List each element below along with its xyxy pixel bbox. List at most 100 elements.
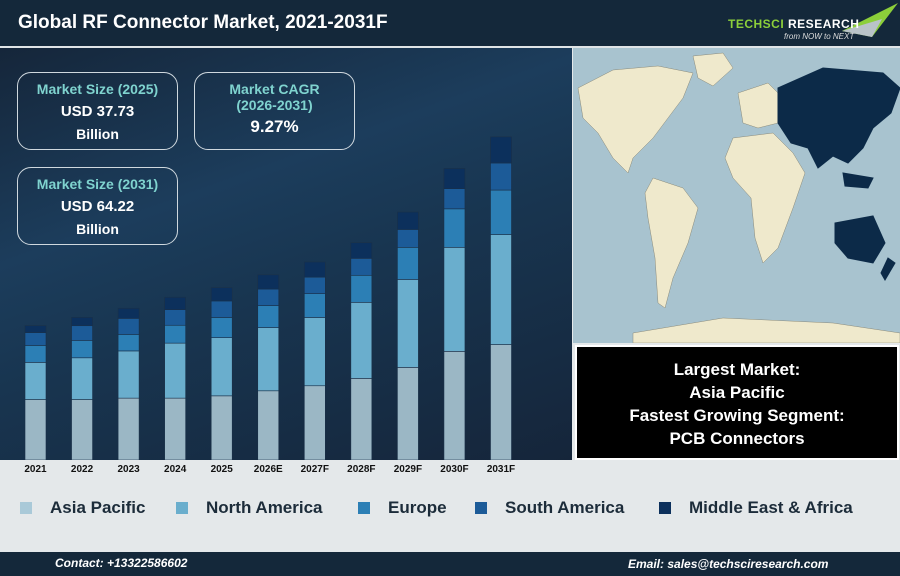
bar-segment-middle-east-africa-2029F	[397, 211, 419, 230]
bar-segment-middle-east-africa-2025	[210, 287, 233, 302]
bar-segment-north-america-2023	[117, 350, 140, 399]
bar-segment-middle-east-africa-2030F	[443, 168, 466, 189]
bar-segment-south-america-2028F	[350, 258, 373, 276]
bar-segment-europe-2029F	[397, 247, 419, 280]
antarctica	[632, 317, 900, 344]
greenland	[692, 52, 734, 87]
bar-segment-south-america-2029F	[397, 229, 419, 248]
bar-segment-asia-pacific-2030F	[443, 351, 466, 461]
x-tick-label: 2026E	[254, 464, 283, 475]
bar-segment-europe-2023	[117, 334, 140, 352]
stacked-bar-chart: 2021 2022 2023 2024 2025 2026E 2027F 2028F 2029F…	[24, 136, 515, 475]
bar-segment-europe-2031F	[490, 189, 512, 235]
bar-segment-south-america-2030F	[443, 188, 466, 210]
x-tick-label: 2023	[117, 464, 140, 475]
chart-legend: Asia Pacific North America Europe South …	[0, 498, 900, 524]
bar-segment-middle-east-africa-2023	[117, 307, 140, 319]
legend-item-europe: Europe	[358, 498, 447, 518]
kpi-value: USD 64.22	[60, 198, 135, 215]
kpi-market-size-2031: Market Size (2031) USD 64.22 Billion	[17, 167, 178, 245]
bar-segment-europe-2024	[164, 324, 186, 344]
contact-phone: Contact: +13322586602	[55, 556, 188, 570]
fastest-segment-label: Fastest Growing Segment:	[629, 406, 845, 425]
bar-segment-asia-pacific-2024	[164, 397, 186, 461]
x-tick-label: 2022	[71, 464, 94, 475]
x-axis	[0, 460, 572, 462]
bar-segment-north-america-2030F	[443, 247, 466, 352]
bar-segment-asia-pacific-2025	[210, 395, 233, 461]
bar-segment-europe-2026E	[257, 305, 280, 328]
legend-swatch	[475, 502, 487, 514]
bar-segment-south-america-2022	[71, 325, 93, 341]
bar-segment-north-america-2024	[164, 342, 186, 399]
legend-item-asia-pacific: Asia Pacific	[20, 498, 145, 518]
north-america	[577, 65, 694, 174]
x-tick-label: 2028F	[347, 464, 375, 475]
bar-segment-europe-2027F	[303, 293, 326, 318]
bar-segment-north-america-2025	[210, 337, 233, 397]
legend-swatch	[176, 502, 188, 514]
bar-segment-north-america-2029F	[397, 279, 419, 368]
bar-segment-south-america-2024	[164, 309, 186, 326]
bar-segment-north-america-2026E	[257, 327, 280, 392]
largest-market-value: Asia Pacific	[689, 383, 785, 402]
bar-segment-europe-2025	[210, 317, 233, 338]
x-tick-label: 2031F	[487, 464, 515, 475]
map-land	[577, 52, 900, 344]
header: Global RF Connector Market, 2021-2031F T…	[0, 0, 900, 48]
bar-segment-europe-2030F	[443, 208, 466, 248]
kpi-market-size-2025: Market Size (2025) USD 37.73 Billion	[17, 72, 178, 150]
bar-segment-middle-east-africa-2021	[24, 325, 47, 333]
highlights-box: Largest Market: Asia Pacific Fastest Gro…	[575, 345, 899, 460]
legend-item-south-america: South America	[475, 498, 624, 518]
bar-segment-europe-2021	[24, 345, 47, 363]
chart-background	[0, 48, 572, 462]
largest-market-label: Largest Market:	[673, 360, 801, 379]
bar-segment-middle-east-africa-2031F	[490, 136, 512, 164]
kpi-unit: Billion	[76, 126, 119, 142]
bar-segment-north-america-2022	[71, 357, 93, 400]
bar-segment-europe-2028F	[350, 274, 373, 303]
bar-segment-middle-east-africa-2028F	[350, 242, 373, 259]
logo-tagline: from NOW to NEXT	[784, 32, 855, 41]
fastest-segment-value: PCB Connectors	[669, 429, 805, 448]
x-tick-label: 2024	[164, 464, 187, 475]
x-tick-label: 2030F	[440, 464, 468, 475]
legend-swatch	[358, 502, 370, 514]
bar-segment-south-america-2031F	[490, 162, 512, 191]
bar-segment-asia-pacific-2027F	[303, 385, 326, 461]
kpi-label: Market Size (2025)	[36, 81, 159, 97]
footer: Contact: +13322586602 Email: sales@techs…	[0, 552, 900, 576]
legend-swatch	[659, 502, 671, 514]
kpi-value: USD 37.73	[60, 103, 135, 120]
legend-label: Middle East & Africa	[689, 498, 853, 517]
europe	[737, 82, 784, 129]
bar-segment-south-america-2026E	[257, 288, 280, 306]
kpi-label: Market CAGR (2026-2031)	[229, 81, 320, 113]
bar-segment-asia-pacific-2023	[117, 397, 140, 461]
kpi-market-cagr: Market CAGR (2026-2031) 9.27%	[194, 72, 355, 150]
south-america	[644, 177, 699, 309]
bar-segment-europe-2022	[71, 340, 93, 359]
logo-text: TECHSCI RESEARCH	[728, 17, 860, 31]
bar-segment-south-america-2025	[210, 300, 233, 318]
legend-label: Europe	[388, 498, 447, 517]
x-tick-label: 2025	[211, 464, 234, 475]
bar-segment-north-america-2031F	[490, 234, 512, 345]
x-tick-label: 2029F	[394, 464, 422, 475]
africa	[724, 132, 806, 264]
bar-segment-middle-east-africa-2022	[71, 317, 93, 327]
bar-segment-north-america-2021	[24, 362, 47, 400]
bar-segment-asia-pacific-2022	[71, 399, 93, 461]
contact-email: Email: sales@techsciresearch.com	[628, 557, 829, 571]
x-tick-label: 2027F	[301, 464, 329, 475]
kpi-unit: Billion	[76, 221, 119, 237]
world-map	[573, 48, 900, 344]
legend-item-north-america: North America	[176, 498, 323, 518]
asia-pacific-highlight	[777, 67, 900, 281]
bar-segment-south-america-2023	[117, 318, 140, 335]
bar-segment-asia-pacific-2026E	[257, 390, 280, 461]
legend-label: South America	[505, 498, 625, 517]
legend-item-middle-east-africa: Middle East & Africa	[659, 498, 853, 518]
bar-segment-asia-pacific-2029F	[397, 367, 419, 461]
